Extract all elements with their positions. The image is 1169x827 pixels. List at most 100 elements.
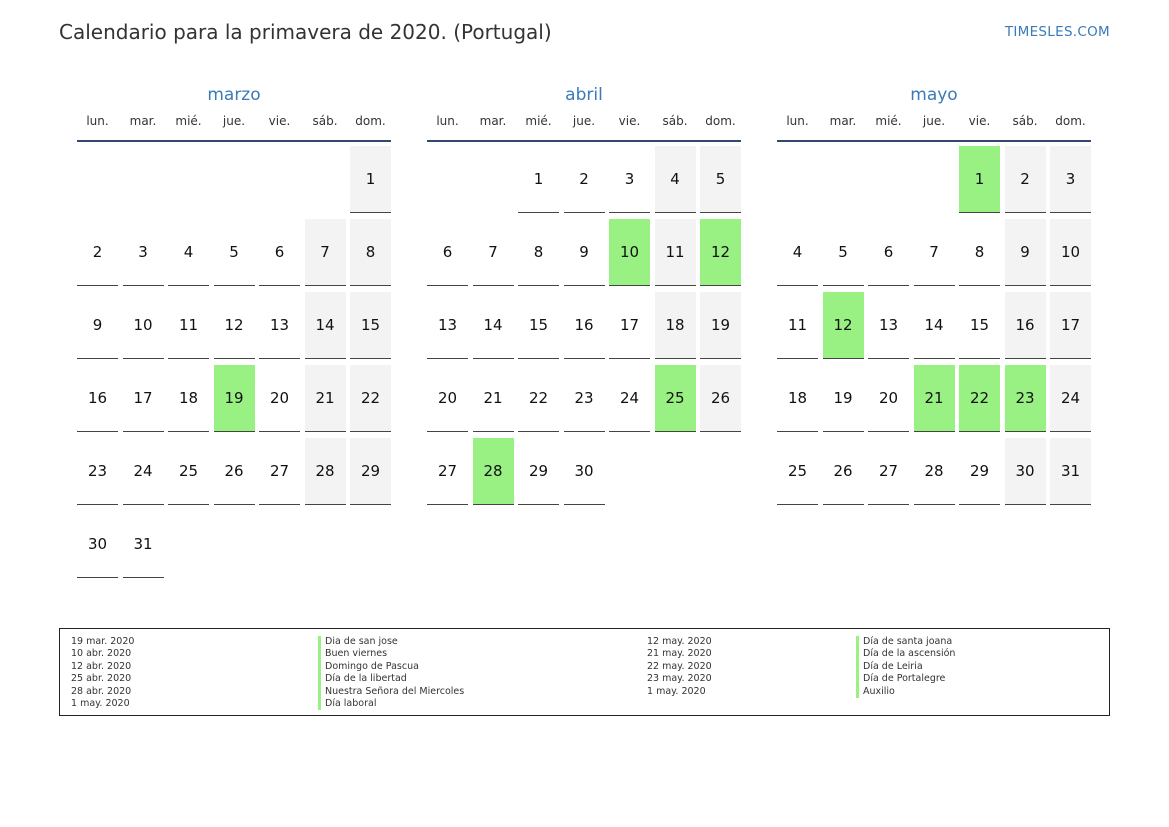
day-cell: 9 xyxy=(563,219,605,286)
holiday-day-cell: 10 xyxy=(609,219,650,286)
day-cell: 7 xyxy=(472,219,514,286)
day-cell: 31 xyxy=(1050,438,1091,505)
day-cell: 26 xyxy=(213,438,255,505)
day-cell: 3 xyxy=(122,219,164,286)
weekday-label: lun. xyxy=(86,114,109,128)
day-cell: 14 xyxy=(913,292,955,359)
day-cell: 14 xyxy=(304,292,346,359)
legend-right-names: Día de santa joana Día de la ascensión Día… xyxy=(856,636,955,698)
day-cell: 19 xyxy=(700,292,741,359)
day-cell: 31 xyxy=(122,511,164,578)
day-cell: 28 xyxy=(304,438,346,505)
weekday-label: sáb. xyxy=(312,114,338,128)
day-cell: 3 xyxy=(609,146,650,213)
day-cell: 3 xyxy=(1050,146,1091,213)
legend-date: 23 may. 2020 xyxy=(647,673,712,685)
weekday-header: lun. mar. mié. jue. vie. sáb. dom. xyxy=(427,114,741,142)
day-cell: 16 xyxy=(77,365,118,432)
day-cell: 15 xyxy=(518,292,559,359)
legend-date: 12 may. 2020 xyxy=(647,636,712,647)
day-cell: 24 xyxy=(122,438,164,505)
day-cell: 14 xyxy=(472,292,514,359)
day-cell: 30 xyxy=(563,438,605,505)
day-cell: 11 xyxy=(654,219,696,286)
day-cell: 17 xyxy=(1050,292,1091,359)
day-cell: 30 xyxy=(1004,438,1046,505)
holiday-day-cell: 19 xyxy=(213,365,255,432)
legend-date: 21 may. 2020 xyxy=(647,648,712,660)
weekday-label: mar. xyxy=(479,114,507,128)
day-cell: 1 xyxy=(518,146,559,213)
legend-date: 22 may. 2020 xyxy=(647,660,712,672)
month-mayo: mayo lun. mar. mié. jue. vie. sáb. dom. 1 2 3 4 5 6 7 8… xyxy=(777,84,1097,592)
legend-holiday-name: Auxilio xyxy=(856,685,955,698)
weekday-label: mar. xyxy=(829,114,857,128)
day-grid: 1 2 3 4 5 6 7 8 9 10 11 12 13 14 15 16 17 18 19 20 21 22 23 24 2… xyxy=(427,142,747,592)
day-cell: 6 xyxy=(259,219,300,286)
day-cell: 9 xyxy=(77,292,118,359)
day-cell: 30 xyxy=(77,511,118,578)
legend-holiday-name: Nuestra Señora del Miercoles xyxy=(318,685,464,698)
day-cell: 5 xyxy=(700,146,741,213)
day-cell: 18 xyxy=(654,292,696,359)
holiday-day-cell: 23 xyxy=(1004,365,1046,432)
day-cell: 18 xyxy=(168,365,209,432)
day-cell: 4 xyxy=(777,219,818,286)
holiday-day-cell: 12 xyxy=(822,292,864,359)
weekday-label: sáb. xyxy=(662,114,688,128)
legend-holiday-name: Día de la libertad xyxy=(318,673,464,686)
legend-holiday-name: Dia de san jose xyxy=(318,636,464,649)
legend-date: 25 abr. 2020 xyxy=(71,673,132,685)
weekday-label: mié. xyxy=(525,114,552,128)
holiday-legend: 19 mar. 2020 10 abr. 2020 12 abr. 2020 25 a… xyxy=(59,628,1110,716)
day-cell: 23 xyxy=(77,438,118,505)
day-cell: 1 xyxy=(350,146,391,213)
day-cell: 15 xyxy=(350,292,391,359)
day-cell: 24 xyxy=(1050,365,1091,432)
holiday-day-cell: 12 xyxy=(700,219,741,286)
legend-holiday-name: Día de Leiria xyxy=(856,660,955,674)
day-cell: 2 xyxy=(563,146,605,213)
day-cell: 23 xyxy=(563,365,605,432)
day-cell: 28 xyxy=(913,438,955,505)
legend-holiday-name: Día de la ascensión xyxy=(856,648,955,661)
day-cell: 22 xyxy=(350,365,391,432)
legend-left-dates: 19 mar. 2020 10 abr. 2020 12 abr. 2020 25 a… xyxy=(71,636,134,710)
weekday-header: lun. mar. mié. jue. vie. sáb. dom. xyxy=(777,114,1091,142)
month-marzo: marzo lun. mar. mié. jue. vie. sáb. dom. 1 2 3 4 5 6 7… xyxy=(77,84,397,592)
weekday-label: lun. xyxy=(436,114,459,128)
weekday-label: mar. xyxy=(129,114,157,128)
weekday-label: jue. xyxy=(572,114,596,128)
month-name: marzo xyxy=(207,85,261,105)
weekday-label: lun. xyxy=(786,114,809,128)
day-cell: 11 xyxy=(777,292,818,359)
day-cell: 17 xyxy=(122,365,164,432)
weekday-label: vie. xyxy=(268,114,291,128)
month-name: mayo xyxy=(910,85,958,105)
day-cell: 10 xyxy=(122,292,164,359)
day-cell: 2 xyxy=(1004,146,1046,213)
day-cell: 5 xyxy=(213,219,255,286)
holiday-day-cell: 21 xyxy=(913,365,955,432)
day-cell: 22 xyxy=(518,365,559,432)
day-cell: 29 xyxy=(350,438,391,505)
day-cell: 6 xyxy=(868,219,909,286)
day-cell: 6 xyxy=(427,219,468,286)
day-cell: 26 xyxy=(700,365,741,432)
day-cell: 19 xyxy=(822,365,864,432)
legend-holiday-name: Día de Portalegre xyxy=(856,673,955,686)
day-grid: 1 2 3 4 5 6 7 8 9 10 11 12 13 14 15 16 17 18 19 20 21 22 23 24 2… xyxy=(77,142,397,592)
holiday-day-cell: 1 xyxy=(959,146,1000,213)
legend-holiday-name: Domingo de Pascua xyxy=(318,660,464,674)
day-cell: 5 xyxy=(822,219,864,286)
brand-link[interactable]: TIMESLES.COM xyxy=(1004,24,1110,40)
day-cell: 11 xyxy=(168,292,209,359)
day-cell: 8 xyxy=(518,219,559,286)
weekday-label: dom. xyxy=(355,114,386,128)
weekday-label: mié. xyxy=(875,114,902,128)
legend-holiday-name: Día laboral xyxy=(318,697,464,711)
legend-date: 10 abr. 2020 xyxy=(71,648,132,660)
holiday-day-cell: 25 xyxy=(654,365,696,432)
holiday-day-cell: 28 xyxy=(472,438,514,505)
weekday-label: jue. xyxy=(222,114,246,128)
